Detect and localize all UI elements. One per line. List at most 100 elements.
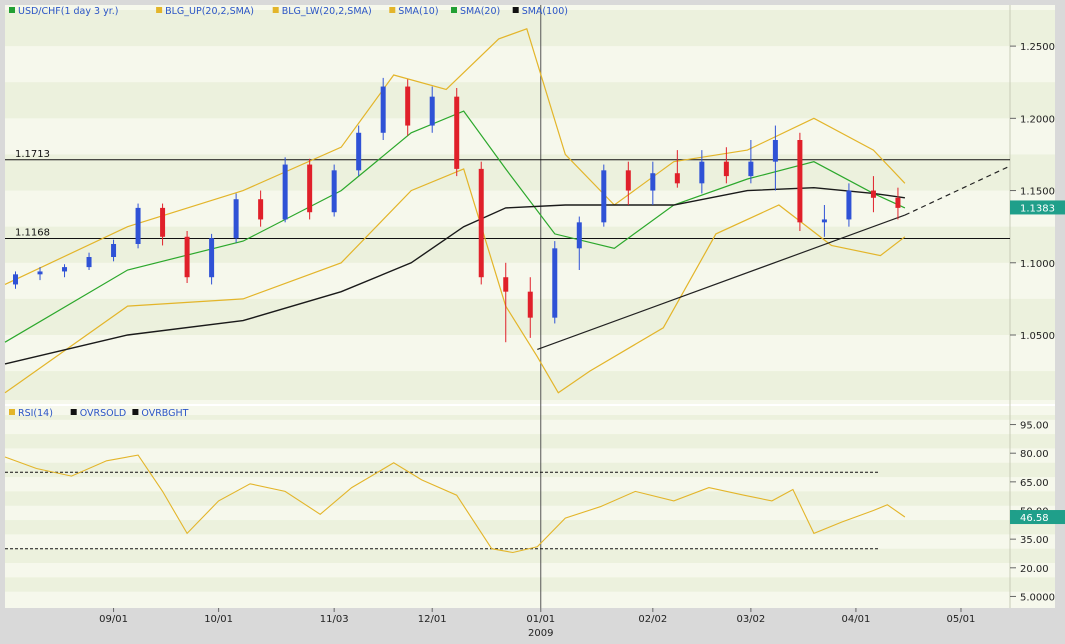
rsi-tick-label: 95.00	[1020, 421, 1049, 432]
rsi-band	[5, 520, 1055, 535]
candle-body	[772, 140, 778, 162]
candle-body	[601, 170, 607, 223]
level-label: 1.1168	[15, 228, 50, 239]
candle-body	[527, 291, 533, 318]
legend: USD/CHF(1 day 3 yr.) BLG_UP(20,2,SMA) BLG_…	[9, 6, 568, 419]
candle-body	[37, 271, 43, 275]
level-label: 1.1713	[15, 149, 50, 160]
candle-body	[356, 132, 362, 171]
rsi-band	[5, 548, 1055, 564]
candle-body	[478, 168, 484, 278]
price-tick-label: 1.2500	[1020, 42, 1055, 53]
candles	[13, 77, 901, 343]
rsi-band	[5, 577, 1055, 592]
candle-body	[258, 199, 264, 220]
rsi-legend-swatch	[70, 409, 77, 415]
legend-swatch	[9, 7, 15, 13]
rsi-legend-label: RSI(14)	[18, 408, 53, 419]
candle-body	[307, 164, 313, 213]
sma20-line	[4, 110, 906, 343]
candle-body	[111, 244, 117, 257]
trendline-solid	[537, 214, 906, 350]
candle-body	[723, 161, 729, 177]
legend-swatch	[389, 7, 396, 13]
candle-body	[650, 173, 656, 191]
price-band	[5, 82, 1055, 119]
rsi-legend-swatch	[132, 409, 139, 415]
price-band	[5, 154, 1055, 191]
candle-body	[503, 277, 509, 292]
x-tick-label: 10/01	[204, 614, 233, 625]
grid	[5, 5, 1055, 628]
candle-body	[552, 248, 558, 318]
rsi-tick-label: 80.00	[1020, 449, 1049, 460]
rsi-last-label: 46.58	[1020, 513, 1049, 524]
x-tick-label: 05/01	[947, 614, 976, 625]
legend-label: USD/CHF(1 day 3 yr.)	[18, 6, 118, 17]
x-tick-label: 02/02	[638, 614, 667, 625]
rsi-panel	[4, 454, 906, 554]
legend-label: SMA(20)	[460, 6, 500, 17]
last-price-label: 1.1383	[1020, 203, 1055, 214]
rsi-tick-label: 20.00	[1020, 564, 1049, 575]
rsi-tick-label: 5.0000	[1020, 592, 1055, 603]
candle-body	[62, 267, 68, 272]
x-axis-year-label: 2009	[528, 628, 553, 639]
rsi-line	[4, 454, 906, 554]
candle-body	[748, 161, 754, 177]
legend-label: BLG_LW(20,2,SMA)	[282, 6, 372, 17]
candle-body	[429, 96, 435, 126]
candle-body	[625, 170, 631, 191]
rsi-tick-label: 35.00	[1020, 535, 1049, 546]
candle-body	[895, 197, 901, 208]
x-axis-bg	[0, 608, 1065, 640]
rsi-band	[5, 415, 1055, 420]
axes: 1.2500 1.2000 1.1500 1.1000 1.0500 95.00 80.00…	[0, 42, 1065, 640]
bollinger-lower-line	[4, 168, 906, 394]
legend-swatch	[451, 7, 457, 13]
x-tick-label: 01/01	[526, 614, 555, 625]
legend-label: SMA(10)	[398, 6, 438, 17]
x-tick-label: 04/01	[842, 614, 871, 625]
rsi-legend-label: OVRSOLD	[80, 408, 127, 419]
rsi-legend-swatch	[9, 409, 15, 415]
x-tick-label: 11/03	[320, 614, 349, 625]
x-tick-label: 09/01	[99, 614, 128, 625]
sma100-line	[4, 186, 905, 365]
legend-swatch	[156, 7, 163, 13]
candle-body	[135, 207, 141, 244]
last-price-tag	[1010, 200, 1065, 215]
candle-body	[282, 164, 288, 220]
candle-body	[331, 170, 337, 213]
price-band	[5, 371, 1055, 400]
trendline-dashed	[904, 165, 1011, 216]
candle-body	[13, 274, 19, 285]
price-tick-label: 1.1000	[1020, 259, 1055, 270]
rsi-tick-label: 65.00	[1020, 478, 1049, 489]
candle-body	[821, 219, 827, 223]
legend-label: BLG_UP(20,2,SMA)	[165, 6, 254, 17]
candle-body	[160, 207, 166, 237]
candle-body	[380, 86, 386, 133]
x-tick-label: 03/02	[736, 614, 765, 625]
legend-label: SMA(100)	[522, 6, 568, 17]
candle-body	[454, 96, 460, 169]
candle-body	[870, 190, 876, 198]
candle-body	[209, 238, 215, 278]
rsi-last-tag	[1010, 510, 1065, 525]
x-tick-label: 12/01	[418, 614, 447, 625]
price-tick-label: 1.0500	[1020, 331, 1055, 342]
candle-body	[576, 222, 582, 249]
rsi-band	[5, 491, 1055, 506]
candle-body	[233, 199, 239, 239]
price-tick-label: 1.2000	[1020, 114, 1055, 125]
bollinger-upper-line	[4, 28, 906, 285]
candle-body	[184, 236, 190, 278]
rsi-band	[5, 434, 1055, 449]
candle-body	[674, 173, 680, 184]
rsi-band	[5, 462, 1055, 478]
candle-body	[699, 161, 705, 184]
rsi-legend-label: OVRBGHT	[141, 408, 188, 419]
